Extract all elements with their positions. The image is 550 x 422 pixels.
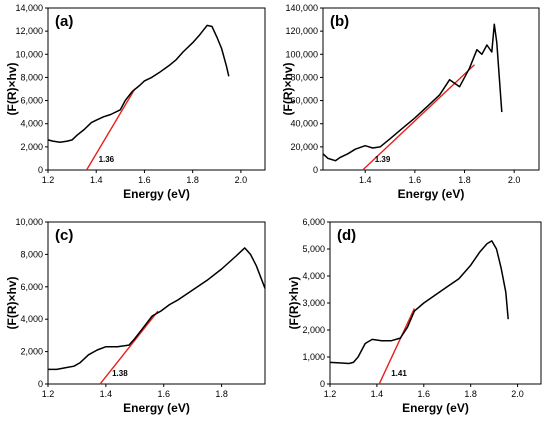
y-tick-label: 8,000 <box>20 72 43 82</box>
y-tick-label: 4,000 <box>302 271 325 281</box>
y-tick-label: 100,000 <box>285 49 318 59</box>
x-axis-label: Energy (eV) <box>398 187 465 201</box>
chart-panel-3: 1.2 1.4 1.6 1.8 0 2,000 4,000 6,000 8,000 10,000 1… <box>5 217 266 415</box>
y-tick-label: 6,000 <box>302 217 325 227</box>
y-tick-label: 6,000 <box>20 96 43 106</box>
y-tick-label: 4,000 <box>20 314 43 324</box>
x-tick-label: 1.8 <box>458 175 471 185</box>
x-axis-label: Energy (eV) <box>123 187 190 201</box>
y-tick-label: 120,000 <box>285 26 318 36</box>
y-tick-label: 0 <box>38 165 43 175</box>
x-tick-label: 1.8 <box>186 175 199 185</box>
panel-label: (a) <box>55 13 73 30</box>
panel-label: (c) <box>55 227 73 244</box>
x-tick-label: 1.4 <box>371 389 384 399</box>
x-tick-label: 1.8 <box>464 389 477 399</box>
spectrum-line <box>329 240 509 365</box>
y-tick-label: 14,000 <box>15 3 43 13</box>
plot-frame <box>47 221 266 385</box>
x-tick-label: 1.6 <box>418 389 431 399</box>
y-tick-label: 8,000 <box>20 249 43 259</box>
plot-frame <box>47 7 266 171</box>
y-tick-label: 60,000 <box>290 96 318 106</box>
plot-frame <box>322 7 540 171</box>
y-tick-label: 10,000 <box>15 49 43 59</box>
x-tick-label: 2.0 <box>508 175 521 185</box>
y-tick-label: 0 <box>320 379 325 389</box>
x-tick-label: 1.6 <box>138 175 151 185</box>
y-tick-label: 140,000 <box>285 3 318 13</box>
y-tick-label: 0 <box>313 165 318 175</box>
tangent-fit-line <box>362 64 475 171</box>
x-tick-label: 1.2 <box>42 389 55 399</box>
y-tick-label: 0 <box>38 379 43 389</box>
y-tick-label: 2,000 <box>20 347 43 357</box>
spectrum-line <box>47 24 230 143</box>
x-axis-label: Energy (eV) <box>123 401 190 415</box>
y-tick-label: 12,000 <box>15 26 43 36</box>
y-tick-label: 1,000 <box>302 352 325 362</box>
x-tick-label: 1.2 <box>324 389 337 399</box>
y-tick-label: 40,000 <box>290 119 318 129</box>
chart-panel-2: 1.4 1.6 1.8 2.0 0 20,000 40,000 60,000 80,000 100… <box>281 3 540 201</box>
x-tick-label: 1.6 <box>409 175 422 185</box>
chart-panel-1: 1.2 1.4 1.6 1.8 2.0 0 2,000 4,000 6,000 8,000 10,0… <box>5 3 266 201</box>
x-tick-label: 1.8 <box>215 389 228 399</box>
y-axis-label: (F(R)×hv) <box>5 277 19 330</box>
x-tick-label: 1.4 <box>90 175 103 185</box>
y-axis-label: (F(R)×hv) <box>281 63 295 116</box>
y-tick-label: 2,000 <box>302 325 325 335</box>
x-axis-label: Energy (eV) <box>402 401 469 415</box>
panel-label: (d) <box>337 227 356 244</box>
chart-panel-4: 1.2 1.4 1.6 1.8 2.0 0 1,000 2,000 3,000 4,000 5,00… <box>287 217 542 415</box>
y-tick-label: 6,000 <box>20 282 43 292</box>
spectrum-line <box>322 23 503 162</box>
y-tick-label: 5,000 <box>302 244 325 254</box>
x-tick-label: 1.4 <box>100 389 113 399</box>
band-gap-annotation: 1.36 <box>99 155 115 164</box>
x-tick-label: 2.0 <box>235 175 248 185</box>
band-gap-annotation: 1.39 <box>375 155 391 164</box>
y-axis-label: (F(R)×hv) <box>5 63 19 116</box>
x-tick-label: 1.6 <box>157 389 170 399</box>
y-tick-label: 20,000 <box>290 142 318 152</box>
band-gap-annotation: 1.41 <box>391 369 407 378</box>
y-tick-label: 4,000 <box>20 119 43 129</box>
y-tick-label: 3,000 <box>302 298 325 308</box>
band-gap-annotation: 1.38 <box>112 369 128 378</box>
tangent-fit-line <box>85 88 136 171</box>
spectrum-line <box>48 247 266 371</box>
x-tick-label: 1.4 <box>359 175 372 185</box>
panel-label: (b) <box>330 13 349 30</box>
x-tick-label: 2.0 <box>511 389 524 399</box>
tangent-fit-line <box>99 310 159 385</box>
tangent-fit-line <box>378 308 416 385</box>
y-tick-label: 80,000 <box>290 72 318 82</box>
y-axis-label: (F(R)×hv) <box>287 277 301 330</box>
y-tick-label: 2,000 <box>20 142 43 152</box>
y-tick-label: 10,000 <box>15 217 43 227</box>
plot-frame <box>329 221 542 385</box>
x-tick-label: 1.2 <box>42 175 55 185</box>
